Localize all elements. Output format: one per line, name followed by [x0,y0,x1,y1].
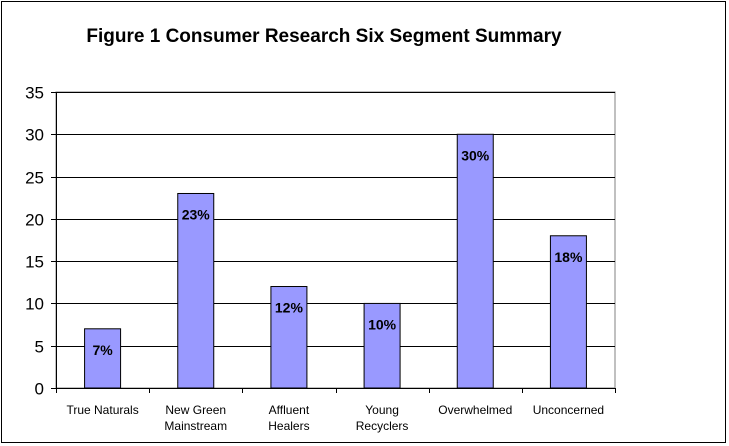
y-tick-label: 10 [25,295,44,314]
y-tick-label: 25 [25,169,44,188]
y-tick-label: 30 [25,126,44,145]
data-label: 12% [275,300,304,316]
bar [177,192,215,389]
y-tick-label: 15 [25,253,44,272]
y-tick-label: 35 [25,84,44,103]
bar [456,133,494,389]
data-label: 10% [368,316,397,332]
plot-area [55,91,616,389]
chart-title: Figure 1 Consumer Research Six Segment S… [86,26,562,47]
category-label: True Naturals [66,403,138,417]
category-label: Affluent Healers [268,403,310,433]
category-label: Unconcerned [533,403,604,417]
bar [549,235,587,389]
y-tick-label: 5 [35,338,44,357]
category-label: Overwhelmed [438,403,512,417]
y-tick-label: 20 [25,211,44,230]
bar [270,286,308,389]
category-label: New Green Mainstream [164,403,227,433]
data-label: 30% [461,147,490,163]
y-tick-label: 0 [35,380,44,399]
category-label: Young Recyclers [356,403,409,433]
bar [84,328,122,389]
bar [363,302,401,389]
data-label: 18% [554,249,583,265]
data-label: 7% [92,342,113,358]
data-label: 23% [182,206,211,222]
